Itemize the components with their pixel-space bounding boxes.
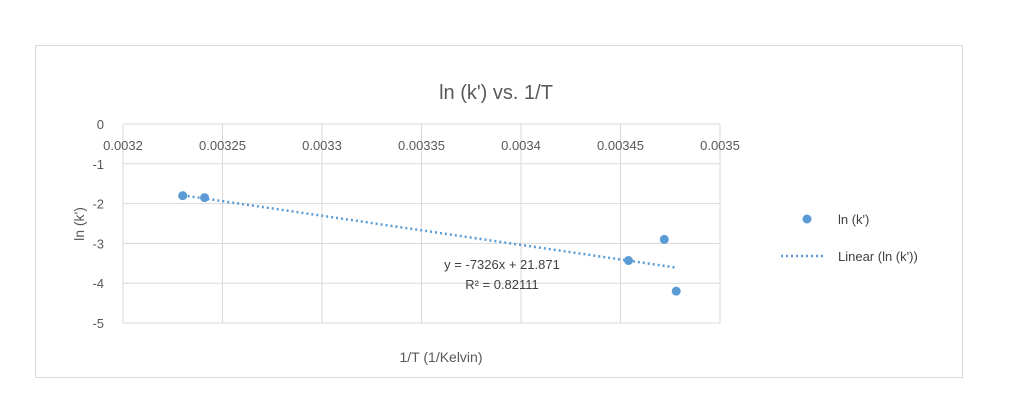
trendline-equation: y = -7326x + 21.871 (444, 257, 560, 272)
x-tick-label: 0.0035 (700, 138, 740, 153)
x-tick-label: 0.00335 (398, 138, 445, 153)
y-axis-label: ln (k') (71, 207, 87, 241)
x-axis-label: 1/T (1/Kelvin) (400, 349, 483, 365)
y-tick-label: -1 (92, 157, 104, 172)
legend-label-trendline: Linear (ln (k')) (838, 249, 918, 264)
data-point (200, 193, 210, 203)
trendline (182, 194, 677, 269)
trendline-r2: R² = 0.82111 (465, 277, 539, 292)
data-point (671, 286, 681, 296)
x-tick-label: 0.00325 (199, 138, 246, 153)
legend-marker-series (802, 214, 812, 224)
legend-label-series: ln (k') (838, 212, 869, 227)
chart-area (35, 45, 963, 378)
data-point (178, 191, 188, 201)
x-tick-label: 0.00345 (597, 138, 644, 153)
data-point (659, 234, 669, 244)
y-tick-label: -2 (92, 197, 104, 212)
x-tick-label: 0.0033 (302, 138, 342, 153)
data-point (623, 256, 633, 266)
x-tick-label: 0.0034 (501, 138, 541, 153)
y-tick-label: 0 (97, 117, 104, 132)
y-tick-label: -4 (92, 276, 104, 291)
chart-title: ln (k') vs. 1/T (439, 82, 553, 104)
y-tick-label: -3 (92, 236, 104, 251)
y-tick-label: -5 (92, 316, 104, 331)
x-tick-label: 0.0032 (103, 138, 143, 153)
